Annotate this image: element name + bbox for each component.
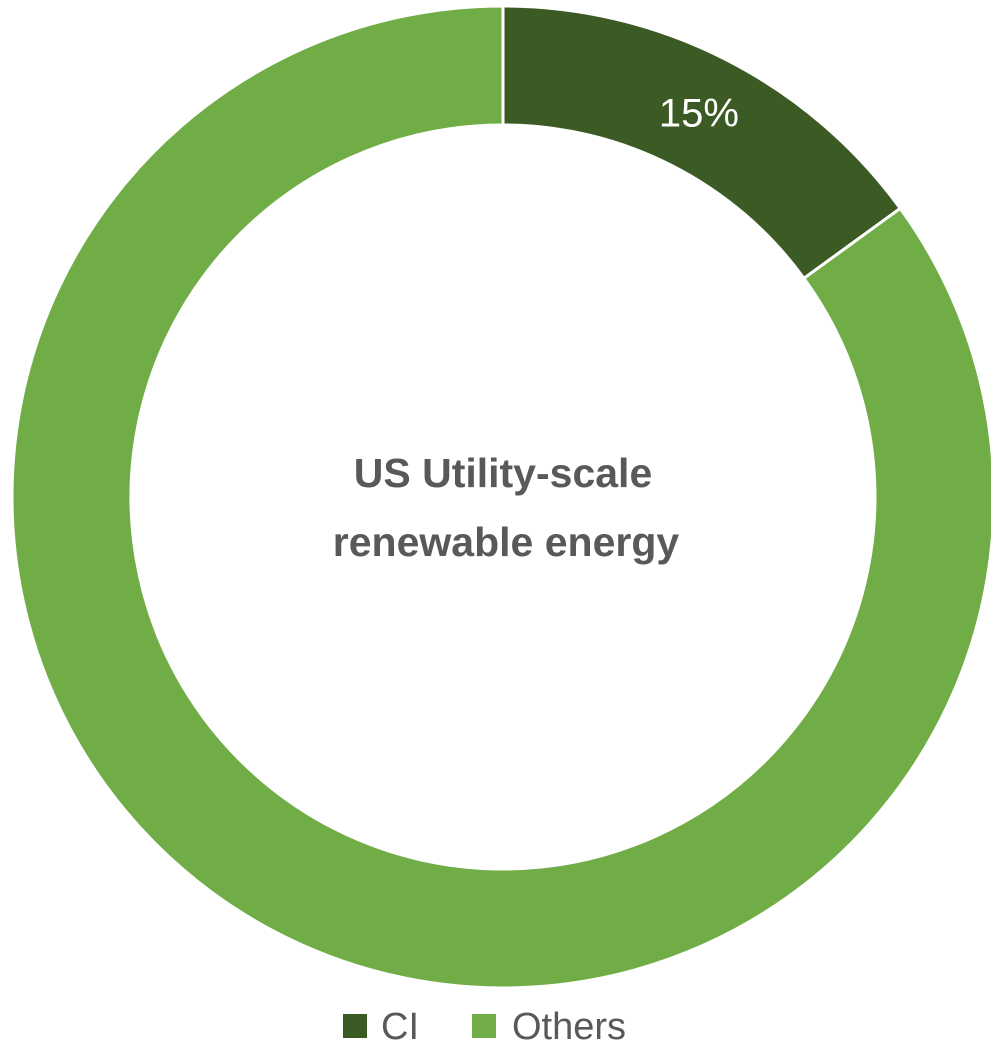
legend: CI Others [343, 1006, 626, 1047]
donut-slices [10, 4, 991, 990]
legend-label-others: Others [512, 1006, 626, 1047]
legend-label-ci: CI [381, 1006, 419, 1047]
slice-others [10, 4, 991, 990]
slice-ci [501, 4, 903, 281]
legend-swatch-others [472, 1014, 496, 1038]
slice-labels: 15% [659, 92, 739, 136]
legend-swatch-ci [343, 1014, 367, 1038]
data-label-ci: 15% [659, 92, 739, 136]
center-title-line-1: US Utility-scale [354, 450, 653, 496]
center-title-line-2: renewable energy [333, 519, 680, 565]
